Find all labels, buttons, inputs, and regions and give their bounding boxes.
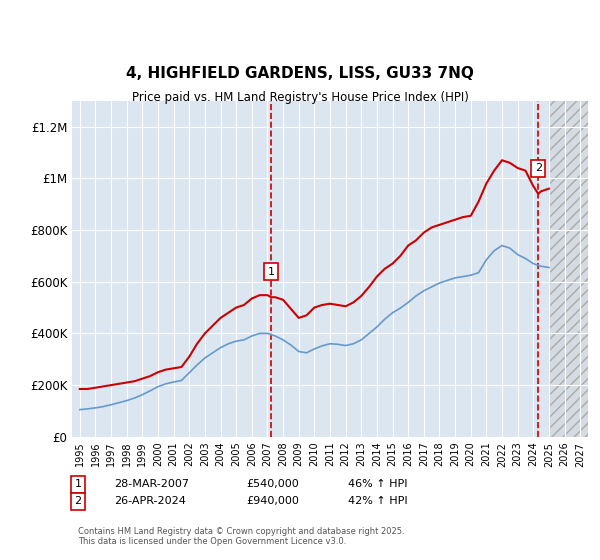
Text: Price paid vs. HM Land Registry's House Price Index (HPI): Price paid vs. HM Land Registry's House …: [131, 91, 469, 104]
Bar: [549, 101, 588, 437]
Text: 4, HIGHFIELD GARDENS, LISS, GU33 7NQ: 4, HIGHFIELD GARDENS, LISS, GU33 7NQ: [126, 66, 474, 81]
Text: 2: 2: [74, 496, 82, 506]
Text: 26-APR-2024: 26-APR-2024: [114, 496, 186, 506]
Text: Contains HM Land Registry data © Crown copyright and database right 2025.
This d: Contains HM Land Registry data © Crown c…: [78, 526, 404, 546]
Text: 1: 1: [74, 479, 82, 489]
Text: 2: 2: [535, 163, 542, 173]
Bar: [549, 101, 588, 437]
Text: £540,000: £540,000: [246, 479, 299, 489]
Text: 28-MAR-2007: 28-MAR-2007: [114, 479, 189, 489]
Text: £940,000: £940,000: [246, 496, 299, 506]
Text: 1: 1: [268, 267, 275, 277]
Text: 42% ↑ HPI: 42% ↑ HPI: [348, 496, 407, 506]
Text: 46% ↑ HPI: 46% ↑ HPI: [348, 479, 407, 489]
